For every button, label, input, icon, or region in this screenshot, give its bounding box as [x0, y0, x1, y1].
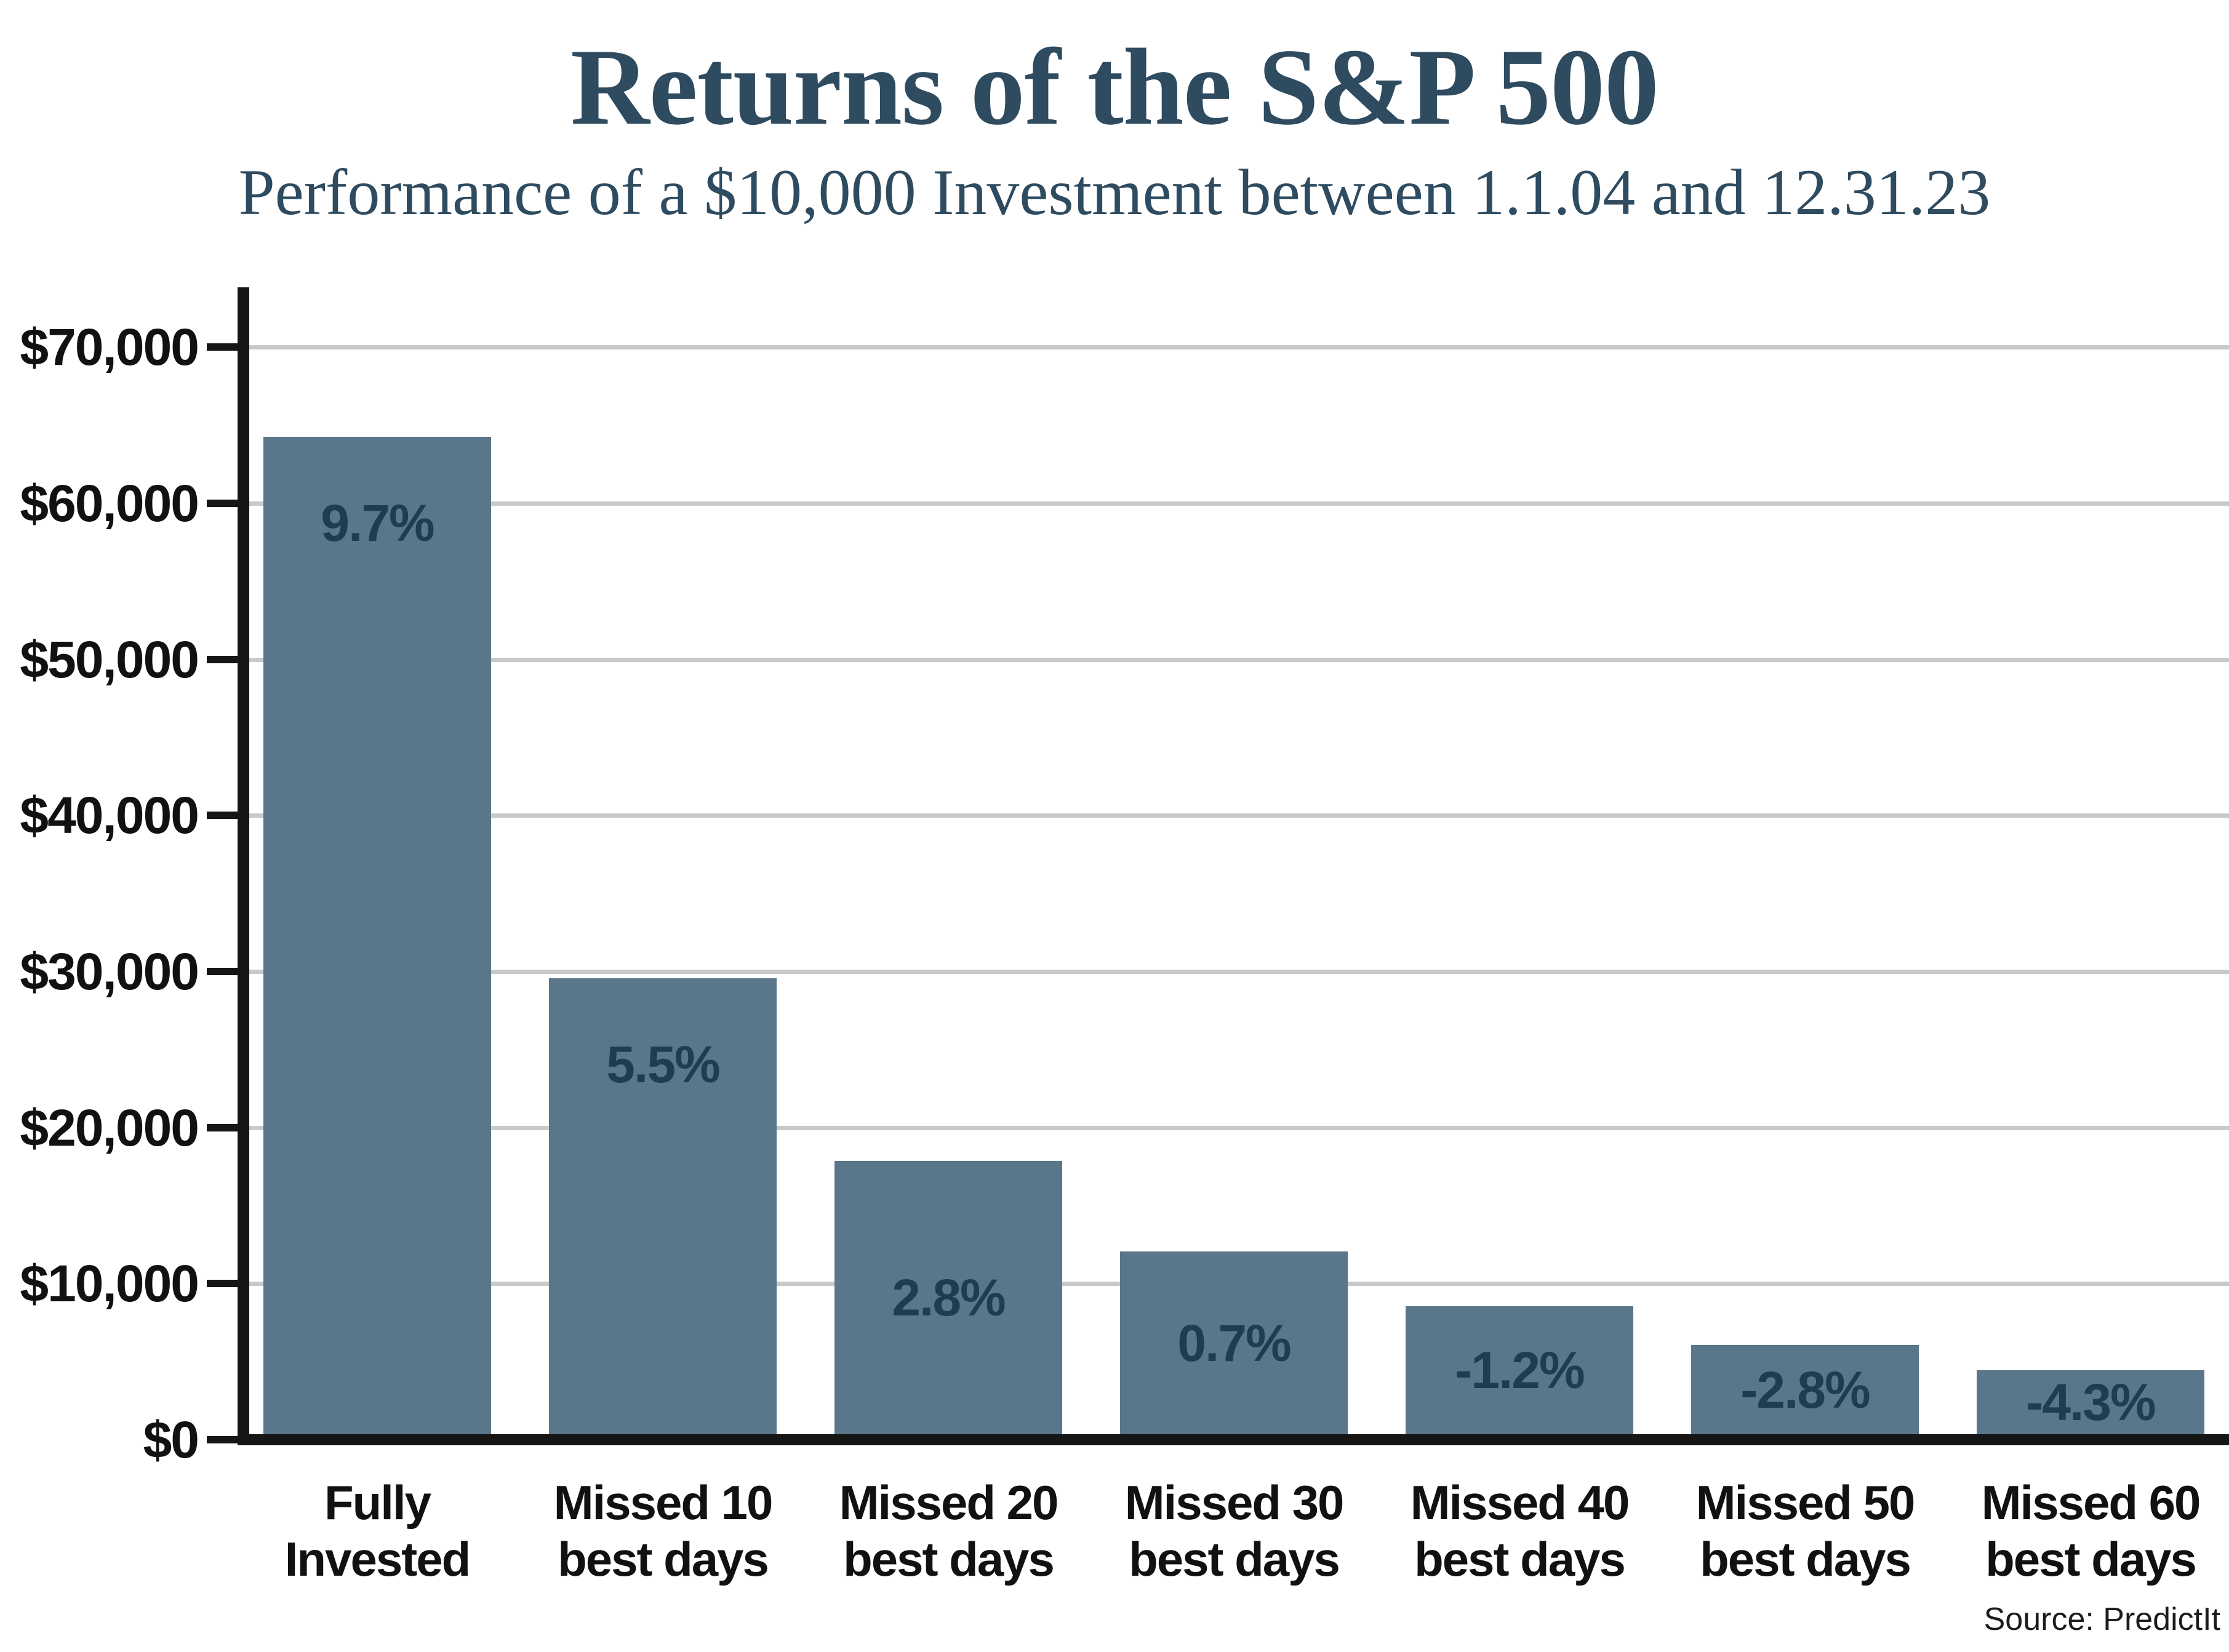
y-tick-mark: [207, 655, 238, 663]
gridline: [249, 813, 2229, 818]
x-axis-category-line: best days: [558, 1532, 769, 1586]
y-tick-mark: [207, 343, 238, 351]
bar-value-label: -4.3%: [2026, 1373, 2156, 1431]
x-axis-category-line: Fully: [324, 1475, 431, 1530]
x-axis-category-label: Missed 50 best days: [1620, 1474, 1990, 1587]
y-tick-label: $0: [143, 1411, 199, 1469]
y-tick-mark: [207, 499, 238, 507]
bar: -4.3%: [1977, 1370, 2204, 1434]
x-axis-category-line: Missed 40: [1410, 1475, 1630, 1530]
x-axis-category-label: Missed 20 best days: [764, 1474, 1133, 1587]
gridline: [249, 969, 2229, 974]
x-axis-category-line: Invested: [284, 1532, 471, 1586]
bar-value-label: -1.2%: [1455, 1341, 1585, 1399]
y-tick-label: $70,000: [20, 318, 199, 377]
x-axis-category-label: Fully Invested: [193, 1474, 562, 1587]
y-tick-mark: [207, 1436, 238, 1443]
y-tick-mark: [207, 1123, 238, 1131]
bar-value-label: 0.7%: [1177, 1314, 1291, 1372]
x-axis-category-line: best days: [1414, 1532, 1626, 1586]
bar: 0.7%: [1120, 1251, 1348, 1434]
x-axis-category-line: best days: [1700, 1532, 1911, 1586]
y-tick-label: $30,000: [20, 942, 199, 1000]
y-tick-mark: [207, 967, 238, 975]
x-axis-category-label: Missed 60 best days: [1906, 1474, 2229, 1587]
y-tick-label: $10,000: [20, 1255, 199, 1313]
x-axis-category-label: Missed 30 best days: [1049, 1474, 1419, 1587]
bar-value-label: 9.7%: [321, 494, 434, 552]
chart-title: Returns of the S&P 500: [570, 26, 1659, 148]
bar-value-label: -2.8%: [1740, 1360, 1870, 1419]
x-axis-category-line: best days: [1129, 1532, 1340, 1586]
x-axis-category-line: Missed 50: [1695, 1475, 1916, 1530]
x-axis-baseline: [238, 1434, 2229, 1445]
y-tick-mark: [207, 812, 238, 820]
bar: -2.8%: [1691, 1345, 1919, 1434]
bar: -1.2%: [1406, 1306, 1633, 1434]
gridline: [249, 1125, 2229, 1130]
x-axis-category-line: Missed 60: [1981, 1475, 2201, 1530]
x-axis-category-line: best days: [843, 1532, 1055, 1586]
y-tick-mark: [207, 1280, 238, 1288]
y-tick-label: $40,000: [20, 786, 199, 845]
x-axis-category-line: best days: [1985, 1532, 2197, 1586]
bar: 9.7%: [263, 437, 491, 1434]
chart-subtitle: Performance of a $10,000 Investment betw…: [238, 156, 1991, 228]
x-axis-category-label: Missed 40 best days: [1335, 1474, 1704, 1587]
x-axis-category-line: Missed 30: [1124, 1475, 1345, 1530]
bar: 2.8%: [834, 1161, 1062, 1434]
bar-value-label: 5.5%: [606, 1035, 720, 1093]
y-tick-label: $20,000: [20, 1098, 199, 1157]
x-axis-category-line: Missed 20: [839, 1475, 1059, 1530]
gridline: [249, 345, 2229, 350]
y-tick-label: $50,000: [20, 630, 199, 688]
bar: 5.5%: [549, 978, 777, 1434]
gridline: [249, 657, 2229, 662]
bar-value-label: 2.8%: [892, 1269, 1006, 1327]
y-tick-label: $60,000: [20, 474, 199, 532]
y-axis-line: [238, 287, 249, 1445]
x-axis-category-line: Missed 10: [553, 1475, 774, 1530]
gridline: [249, 501, 2229, 506]
x-axis-category-label: Missed 10 best days: [478, 1474, 847, 1587]
source-note: Source: PredictIt: [1983, 1602, 2220, 1637]
